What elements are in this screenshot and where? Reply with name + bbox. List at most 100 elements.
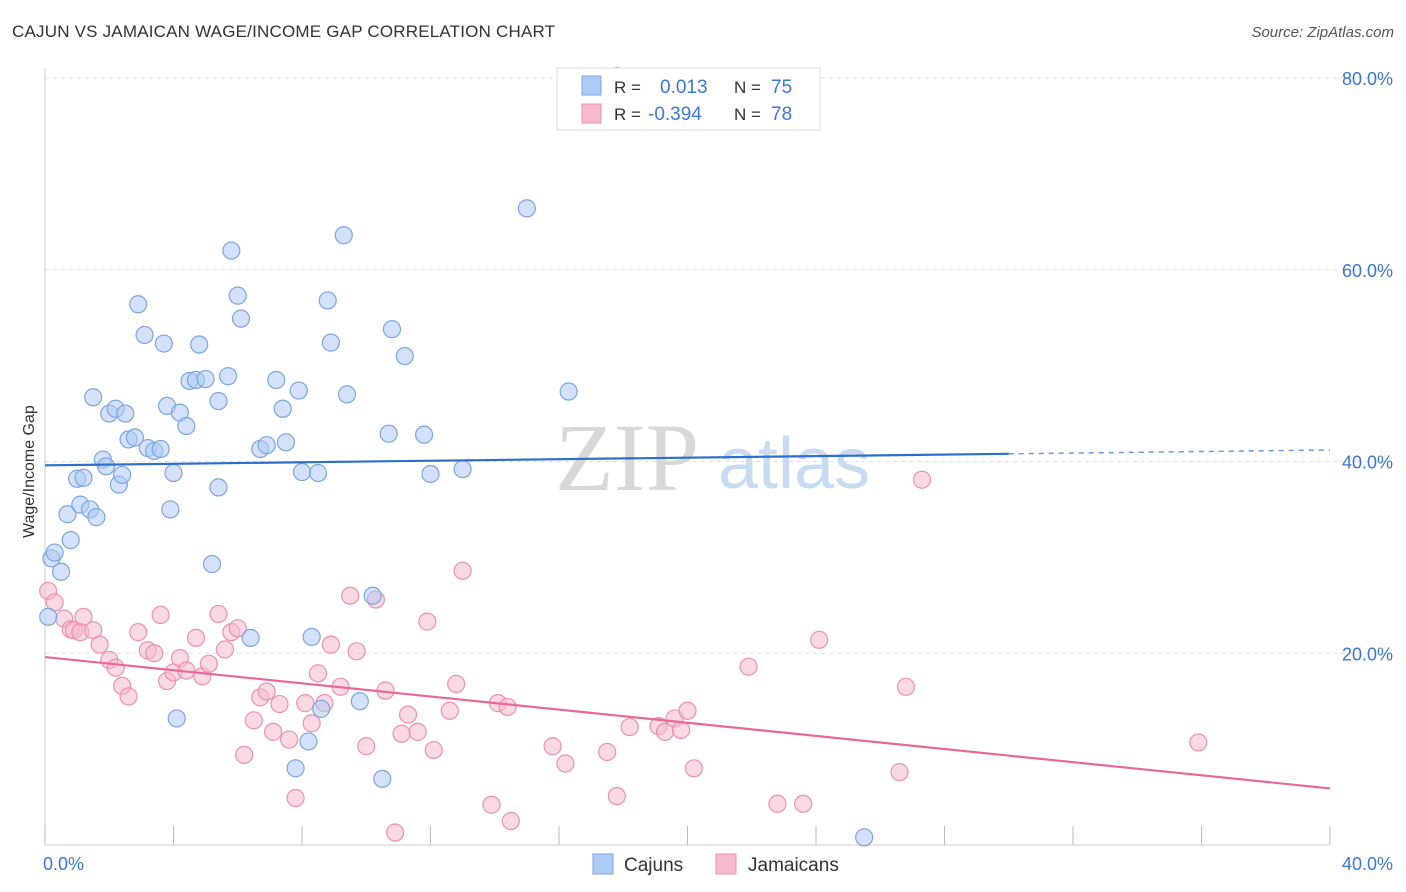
bottom-legend: Cajuns Jamaicans xyxy=(592,853,839,876)
x-tick-label: 40.0% xyxy=(1342,854,1393,874)
cajuns-r-label: R = xyxy=(614,78,641,97)
watermark: ZIP atlas xyxy=(555,404,870,511)
jamaican-point xyxy=(896,677,916,696)
jamaican-point xyxy=(482,795,501,814)
grid xyxy=(45,77,1392,654)
jamaicans-r-value: -0.394 xyxy=(648,104,702,125)
cajun-point xyxy=(334,226,353,245)
cajun-point xyxy=(299,732,318,751)
jamaicans-legend-label: Jamaicans xyxy=(748,855,839,876)
jamaican-point xyxy=(151,605,170,625)
cajun-point xyxy=(414,425,434,444)
jamaican-point xyxy=(440,701,459,720)
jamaican-point xyxy=(199,654,218,673)
source-label: Source: ZipAtlas.com xyxy=(1251,24,1394,41)
jamaican-point xyxy=(890,763,909,782)
cajun-point xyxy=(421,464,440,484)
jamaican-point xyxy=(684,759,704,778)
cajun-point xyxy=(45,543,64,562)
jamaican-point xyxy=(598,742,617,762)
cajun-point xyxy=(151,439,170,459)
x-tick-label: 0.0% xyxy=(43,854,84,874)
cajun-point xyxy=(167,709,186,728)
cajuns-legend-swatch xyxy=(592,853,614,875)
cajun-point xyxy=(395,346,414,366)
jamaican-point xyxy=(341,586,360,605)
jamaican-point xyxy=(145,644,164,663)
cajun-point xyxy=(855,828,874,847)
cajuns-legend-label: Cajuns xyxy=(624,855,683,876)
jamaican-point xyxy=(270,694,289,714)
y-tick-label: 40.0% xyxy=(1342,453,1393,473)
cajun-point xyxy=(125,428,145,447)
cajun-point xyxy=(286,759,305,778)
cajun-point xyxy=(202,554,222,574)
cajun-point xyxy=(321,333,341,352)
cajun-point xyxy=(219,367,238,386)
cajun-point xyxy=(161,500,180,519)
cajun-point xyxy=(318,291,337,310)
cajun-point xyxy=(116,404,135,423)
jamaican-point xyxy=(321,635,341,654)
cajun-point xyxy=(241,628,260,648)
jamaican-point xyxy=(453,561,472,580)
jamaican-point xyxy=(215,640,234,659)
cajun-point xyxy=(222,241,241,260)
cajun-point xyxy=(228,286,247,305)
cajun-point xyxy=(61,531,80,550)
jamaican-point xyxy=(186,628,206,648)
jamaicans-points xyxy=(39,470,1208,842)
cajuns-trend-line xyxy=(44,452,1009,467)
cajuns-trend-extension xyxy=(1008,449,1331,455)
cajun-point xyxy=(177,416,196,436)
jamaican-point xyxy=(280,730,299,749)
cajun-point xyxy=(87,508,106,527)
jamaican-point xyxy=(1189,733,1208,752)
cajun-point xyxy=(292,462,312,482)
cajun-point xyxy=(517,199,536,218)
jamaican-point xyxy=(308,664,328,683)
jamaican-point xyxy=(263,722,283,741)
cajun-point xyxy=(190,335,209,354)
jamaicans-trend-line xyxy=(44,655,1331,790)
jamaican-point xyxy=(302,714,321,733)
stats-legend: R = 0.013 N = 75 R = -0.394 N = 78 xyxy=(556,67,821,131)
jamaican-point xyxy=(347,642,366,661)
cajun-point xyxy=(308,463,328,483)
cajun-point xyxy=(84,388,103,407)
y-tick-label: 60.0% xyxy=(1342,261,1393,281)
cajuns-points xyxy=(39,66,874,847)
cajun-point xyxy=(51,562,71,581)
jamaican-point xyxy=(357,737,376,756)
jamaican-point xyxy=(768,794,787,813)
jamaican-point xyxy=(209,604,228,624)
cajun-point xyxy=(373,769,392,788)
cajun-point xyxy=(112,465,132,485)
jamaican-point xyxy=(408,722,427,741)
cajun-point xyxy=(276,433,296,452)
jamaican-point xyxy=(74,607,93,626)
cajun-point xyxy=(559,382,578,401)
jamaican-point xyxy=(912,470,932,489)
jamaican-point xyxy=(106,658,125,677)
jamaican-point xyxy=(244,711,263,730)
jamaican-point xyxy=(671,720,691,740)
jamaican-point xyxy=(794,794,813,813)
jamaican-point xyxy=(739,657,758,676)
trend-lines xyxy=(44,449,1331,790)
jamaican-point xyxy=(418,612,437,631)
cajun-point xyxy=(312,699,331,718)
jamaican-point xyxy=(235,745,254,764)
jamaican-point xyxy=(447,674,466,694)
tick-labels: 20.0% 40.0% 60.0% 80.0% 0.0% 40.0% xyxy=(43,69,1393,874)
jamaicans-legend-swatch xyxy=(715,853,737,875)
jamaican-point xyxy=(498,697,517,717)
cajun-point xyxy=(231,309,251,328)
cajuns-n-label: N = xyxy=(734,78,761,97)
cajun-point xyxy=(209,478,228,497)
cajun-point xyxy=(379,424,398,443)
jamaican-point xyxy=(620,717,639,737)
y-tick-label: 20.0% xyxy=(1342,644,1393,664)
jamaican-point xyxy=(129,623,148,642)
